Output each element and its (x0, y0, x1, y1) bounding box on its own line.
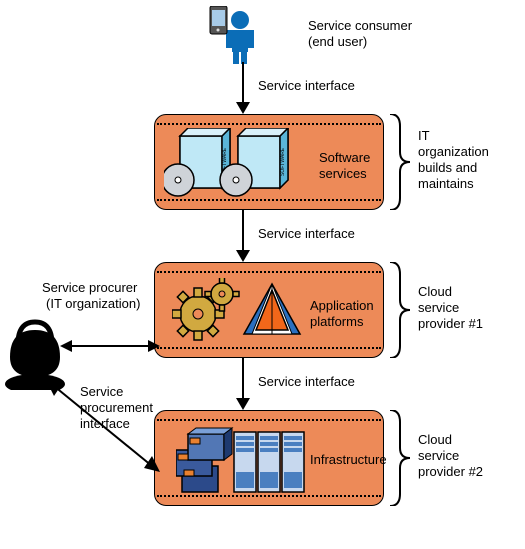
brace1-l1: IT (418, 128, 430, 144)
infra-label: Infrastructure (310, 452, 387, 468)
proc-label-2: (IT organization) (46, 296, 140, 312)
software-icon: SOFTWARE SOFTWARE (164, 128, 294, 200)
arrow-consumer-to-sw (233, 62, 253, 114)
brace1-l4: maintains (418, 176, 474, 192)
consumer-label-2: (end user) (308, 34, 367, 50)
si-label-1: Service interface (258, 78, 355, 94)
brace-csp1 (388, 262, 414, 358)
brace-it-org (388, 114, 414, 210)
app-label-1: Application (310, 298, 374, 314)
brace2-l2: service (418, 300, 459, 316)
consumer-icon (200, 6, 260, 66)
brace-csp2 (388, 410, 414, 506)
si-label-3: Service interface (258, 374, 355, 390)
arrow-sw-to-app (233, 210, 253, 262)
brace3-l3: provider #2 (418, 464, 483, 480)
svg-text:SOFTWARE: SOFTWARE (280, 147, 286, 176)
app-label-2: platforms (310, 314, 363, 330)
brace2-l1: Cloud (418, 284, 452, 300)
spi-label-1: Service (80, 384, 123, 400)
si-label-2: Service interface (258, 226, 355, 242)
arrow-proc-app (60, 336, 160, 356)
brace3-l1: Cloud (418, 432, 452, 448)
brace3-l2: service (418, 448, 459, 464)
arrow-app-to-infra (233, 358, 253, 410)
consumer-label-1: Service consumer (308, 18, 412, 34)
infra-icon (176, 426, 316, 498)
brace1-l3: builds and (418, 160, 477, 176)
sw-label-1: Software (319, 150, 370, 166)
spi-label-3: interface (80, 416, 130, 432)
spi-label-2: procurement (80, 400, 153, 416)
sw-label-2: services (319, 166, 367, 182)
brace1-l2: organization (418, 144, 489, 160)
proc-label-1: Service procurer (42, 280, 137, 296)
app-icon (172, 278, 302, 348)
brace2-l3: provider #1 (418, 316, 483, 332)
